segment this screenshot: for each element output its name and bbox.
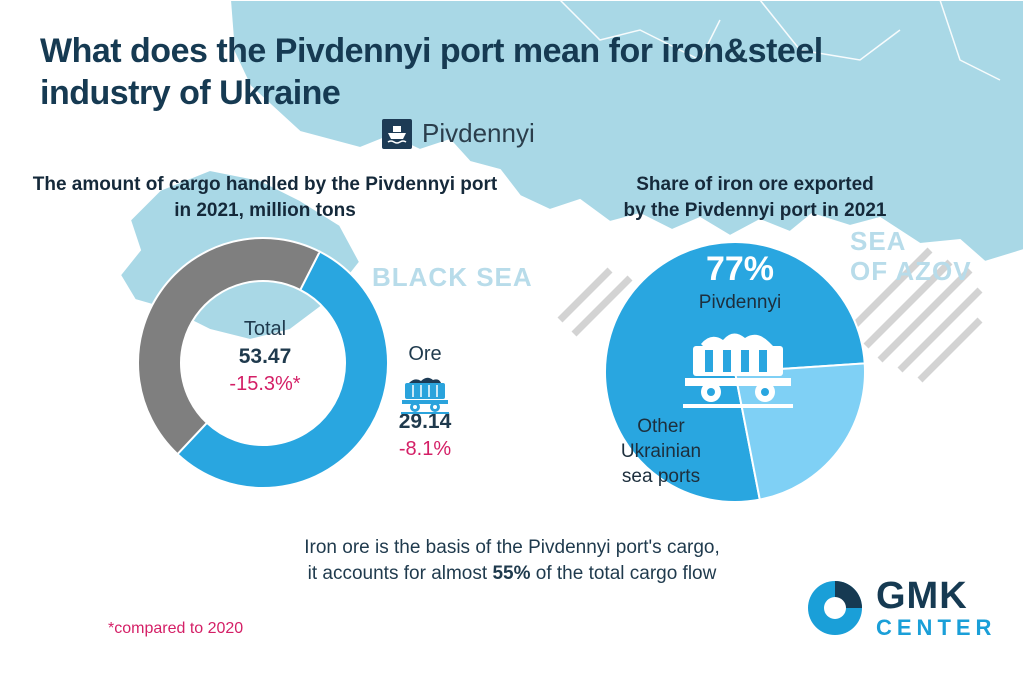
gmk-logo: GMK CENTER xyxy=(806,577,996,639)
azov-line1: SEA xyxy=(850,226,907,256)
logo-sub: CENTER xyxy=(876,615,997,640)
right-chart-title: Share of iron ore exported by the Pivden… xyxy=(560,172,950,224)
summary-note: Iron ore is the basis of the Pivdennyi p… xyxy=(0,535,1024,587)
azov-line2: OF AZOV xyxy=(850,256,972,286)
map-land-north xyxy=(228,0,1024,264)
port-name: Pivdennyi xyxy=(422,118,535,148)
page-title: What does the Pivdennyi port mean for ir… xyxy=(40,32,823,112)
black-sea-label: BLACK SEA xyxy=(372,262,533,292)
left-chart-title-line1: The amount of cargo handled by the Pivde… xyxy=(32,174,498,195)
note-line2-post: of the total cargo flow xyxy=(530,563,717,584)
ore-value: 29.14 xyxy=(398,410,452,433)
left-chart-title: The amount of cargo handled by the Pivde… xyxy=(0,172,530,224)
note-line2: it accounts for almost 55% of the total … xyxy=(0,561,1024,587)
ore-wagon-small-icon xyxy=(401,377,449,414)
total-value: 53.47 xyxy=(238,345,292,368)
other-label-line2: Ukrainian xyxy=(620,441,702,462)
note-highlight: 55% xyxy=(492,563,531,584)
ship-icon xyxy=(382,118,412,149)
ore-box: Ore 29.14 -8.1% xyxy=(385,343,465,461)
pivdennyi-slice-label: Pivdennyi xyxy=(698,292,782,313)
other-label-line1: Other xyxy=(637,416,685,437)
footnote: *compared to 2020 xyxy=(108,620,244,637)
total-box: Total 53.47 -15.3%* xyxy=(200,318,330,396)
total-change: -15.3%* xyxy=(229,373,301,395)
ore-wagon-icon xyxy=(683,333,793,408)
ore-label: Ore xyxy=(408,343,442,365)
ore-change: -8.1% xyxy=(398,438,452,460)
pivdennyi-percent-label: 77% xyxy=(705,250,775,288)
donut-slice-other xyxy=(137,237,322,456)
gmk-logo-icon xyxy=(808,581,862,635)
other-label-line3: sea ports xyxy=(621,466,701,487)
left-chart-title-line2: in 2021, million tons xyxy=(174,200,356,221)
port-label: Pivdennyi xyxy=(382,118,535,149)
logo-text: GMK CENTER xyxy=(876,577,996,639)
donut-slice-ore xyxy=(176,250,389,489)
azov-sea-label: SEA OF AZOV xyxy=(850,226,972,286)
right-chart-title-line2: by the Pivdennyi port in 2021 xyxy=(623,200,887,221)
other-ports-slice-label: Other Ukrainian sea ports xyxy=(606,414,716,489)
logo-main: GMK xyxy=(876,575,968,617)
total-label: Total xyxy=(243,318,287,340)
note-line2-pre: it accounts for almost xyxy=(307,563,493,584)
right-chart-title-line1: Share of iron ore exported xyxy=(636,174,874,195)
note-line1: Iron ore is the basis of the Pivdennyi p… xyxy=(304,537,720,558)
